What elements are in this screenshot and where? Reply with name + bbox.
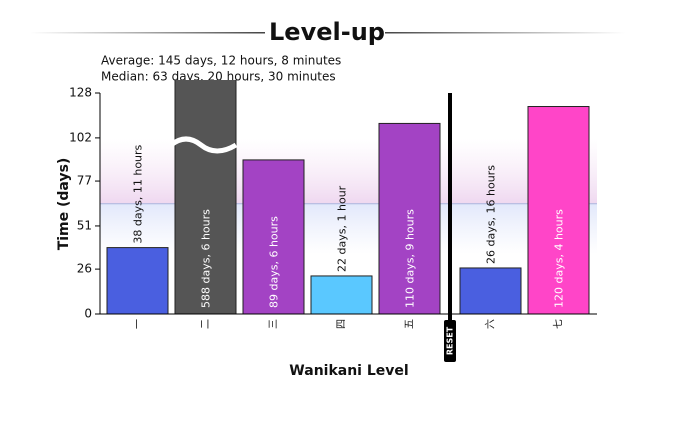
subtitle: Average: 145 days, 12 hours, 8 minutes (101, 54, 341, 68)
x-tick-label: 三 (269, 319, 280, 329)
chart-title: Level-up (269, 18, 385, 46)
value-label: 110 days, 9 hours (404, 209, 417, 308)
x-tick-label: 一 (133, 319, 144, 329)
title-rule (385, 32, 625, 34)
bar (174, 80, 237, 315)
x-tick-label: 二 (201, 319, 212, 329)
y-tick-label: 102 (69, 130, 92, 144)
x-axis-label: Wanikani Level (289, 363, 408, 379)
reset-tag (444, 320, 456, 362)
subtitle: Median: 63 days, 20 hours, 30 minutes (101, 70, 336, 84)
plot (106, 80, 590, 315)
y-tick-label: 77 (77, 174, 92, 188)
bar (310, 275, 373, 315)
x-tick-label: 七 (553, 319, 565, 329)
y-tick-label: 51 (77, 218, 92, 232)
bar (459, 267, 522, 315)
x-tick-label: 六 (485, 319, 497, 329)
value-label: 26 days, 16 hours (485, 165, 498, 264)
reset-label: RESET (446, 326, 455, 355)
y-axis-label: Time (days) (56, 158, 72, 251)
y-tick-label: 26 (77, 262, 92, 276)
x-tick-label: 四 (337, 319, 348, 329)
bar (106, 247, 169, 315)
bar (242, 159, 305, 315)
value-label: 22 days, 1 hour (336, 185, 349, 272)
x-tick-label: 五 (405, 319, 416, 329)
y-tick-label: 128 (69, 86, 92, 100)
value-label: 588 days, 6 hours (200, 209, 213, 308)
title-rule (30, 32, 265, 34)
axis-break (169, 136, 238, 154)
value-label: 120 days, 4 hours (553, 209, 566, 308)
value-label: 38 days, 11 hours (132, 144, 145, 243)
value-label: 89 days, 6 hours (268, 216, 281, 308)
y-tick-label: 0 (84, 307, 92, 321)
